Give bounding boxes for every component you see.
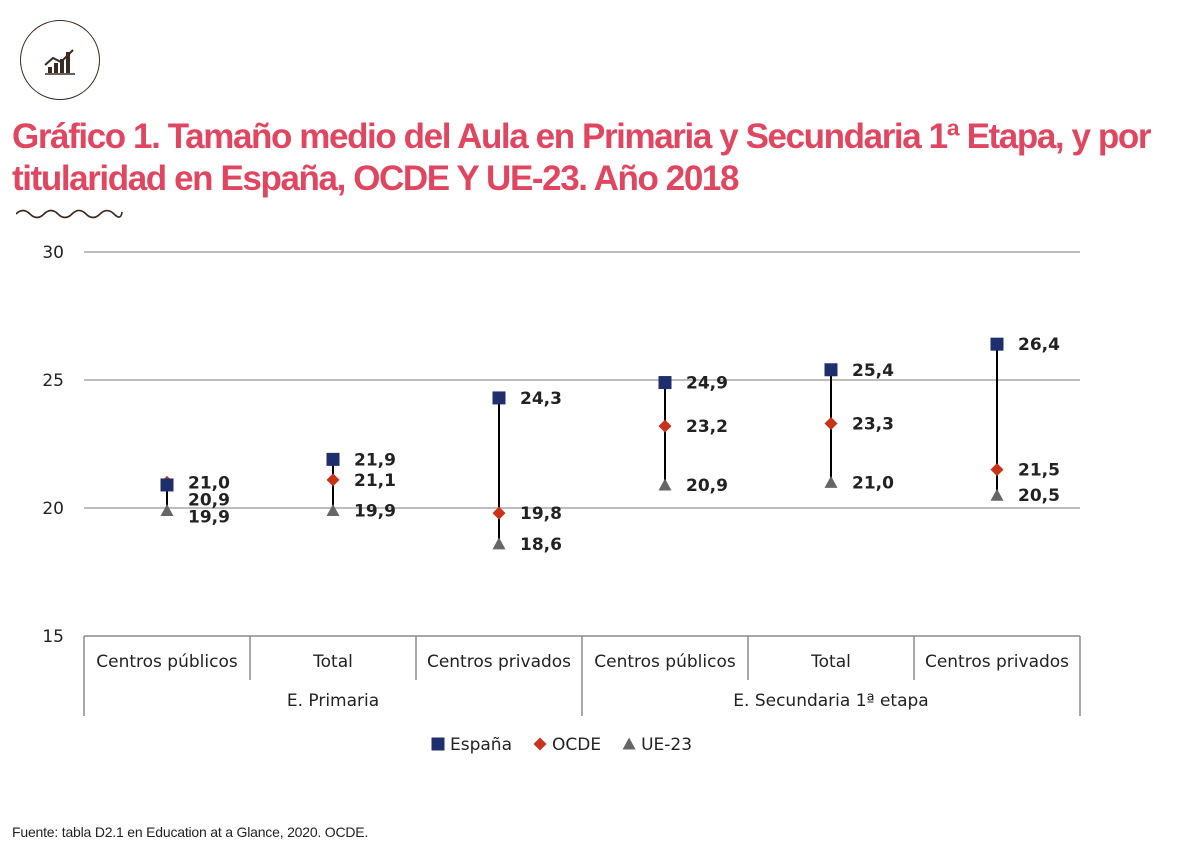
data-label-ue23: 19,9 <box>354 502 396 522</box>
page-title: Gráfico 1. Tamaño medio del Aula en Prim… <box>12 117 1152 198</box>
legend-marker-espana <box>431 737 445 751</box>
marker-espana <box>160 478 174 492</box>
legend-label-espana: España <box>450 735 512 755</box>
data-label-ocde: 23,3 <box>852 415 894 435</box>
marker-ue23 <box>492 537 506 550</box>
marker-ue23 <box>990 488 1004 501</box>
data-label-ocde: 21,0 <box>188 473 230 493</box>
axes: 15 20 25 30 E. Primaria E. Secundaria 1ª etap… <box>42 243 1081 716</box>
data-label-espana: 20,9 <box>188 490 230 510</box>
legend-marker-ue23 <box>622 737 636 750</box>
y-tick-label: 25 <box>42 371 64 391</box>
source-note: Fuente: tabla D2.1 en Education at a Gla… <box>12 824 369 840</box>
category-label: Centros privados <box>427 652 571 672</box>
category-label: Total <box>810 652 851 672</box>
marker-espana <box>326 452 340 466</box>
marker-ue23 <box>326 504 340 517</box>
category-label: Total <box>312 652 353 672</box>
data-label-ocde: 19,8 <box>520 504 562 524</box>
legend-marker-ocde <box>533 737 547 751</box>
legend: España OCDE UE-23 <box>431 735 692 755</box>
data-label-espana: 25,4 <box>852 361 894 381</box>
bar-chart-trend-icon <box>44 49 75 75</box>
marker-espana <box>990 337 1004 351</box>
y-tick-label: 15 <box>42 627 64 647</box>
data-label-ocde: 21,1 <box>354 471 396 491</box>
category-label: Centros públicos <box>96 652 238 672</box>
data-label-ue23: 19,9 <box>188 507 230 527</box>
data-label-ocde: 23,2 <box>686 417 728 437</box>
marker-ocde <box>492 506 506 520</box>
data-markers <box>160 337 1004 550</box>
data-label-ue23: 21,0 <box>852 473 894 493</box>
data-label-ue23: 18,6 <box>520 535 562 555</box>
y-tick-label: 20 <box>42 499 64 519</box>
marker-ocde <box>326 473 340 487</box>
data-label-espana: 24,3 <box>520 389 562 409</box>
marker-ue23 <box>658 478 672 491</box>
data-labels: 21,020,919,921,921,119,924,319,818,624,9… <box>188 335 1060 555</box>
marker-espana <box>492 391 506 405</box>
marker-ue23 <box>824 475 838 488</box>
decorative-squiggle <box>16 209 123 219</box>
data-label-espana: 21,9 <box>354 450 396 470</box>
gridlines <box>84 251 1080 509</box>
category-label: Centros públicos <box>594 652 736 672</box>
group-label: E. Primaria <box>287 691 379 711</box>
marker-espana <box>658 376 672 390</box>
chart: 15 20 25 30 E. Primaria E. Secundaria 1ª etap… <box>42 243 1081 755</box>
data-label-ocde: 21,5 <box>1018 461 1060 481</box>
group-label: E. Secundaria 1ª etapa <box>733 691 928 711</box>
data-label-ue23: 20,9 <box>686 476 728 496</box>
marker-ue23 <box>160 504 174 517</box>
y-tick-label: 30 <box>42 243 64 263</box>
marker-ocde <box>658 419 672 433</box>
legend-label-ue23: UE-23 <box>641 735 692 755</box>
data-label-espana: 26,4 <box>1018 335 1060 355</box>
marker-ocde <box>824 417 838 431</box>
marker-ocde <box>990 463 1004 477</box>
marker-espana <box>824 363 838 377</box>
logo-badge <box>20 20 100 100</box>
data-label-espana: 24,9 <box>686 374 728 394</box>
category-label: Centros privados <box>925 652 1069 672</box>
data-label-ue23: 20,5 <box>1018 486 1060 506</box>
legend-label-ocde: OCDE <box>552 735 601 755</box>
